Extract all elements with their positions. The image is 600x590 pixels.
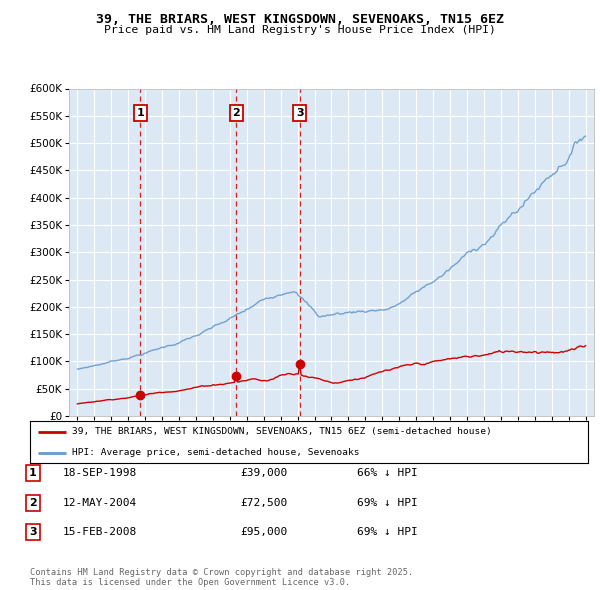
Text: 12-MAY-2004: 12-MAY-2004	[63, 498, 137, 507]
Text: 18-SEP-1998: 18-SEP-1998	[63, 468, 137, 478]
Text: 69% ↓ HPI: 69% ↓ HPI	[357, 527, 418, 537]
Text: 15-FEB-2008: 15-FEB-2008	[63, 527, 137, 537]
Text: Price paid vs. HM Land Registry's House Price Index (HPI): Price paid vs. HM Land Registry's House …	[104, 25, 496, 35]
Text: 3: 3	[296, 108, 304, 118]
Text: 2: 2	[29, 498, 37, 507]
Text: £95,000: £95,000	[240, 527, 287, 537]
Text: 1: 1	[137, 108, 145, 118]
Text: HPI: Average price, semi-detached house, Sevenoaks: HPI: Average price, semi-detached house,…	[72, 448, 359, 457]
Text: 1: 1	[29, 468, 37, 478]
Text: 2: 2	[232, 108, 240, 118]
Text: 66% ↓ HPI: 66% ↓ HPI	[357, 468, 418, 478]
Text: Contains HM Land Registry data © Crown copyright and database right 2025.
This d: Contains HM Land Registry data © Crown c…	[30, 568, 413, 587]
Text: 39, THE BRIARS, WEST KINGSDOWN, SEVENOAKS, TN15 6EZ: 39, THE BRIARS, WEST KINGSDOWN, SEVENOAK…	[96, 13, 504, 26]
Text: 69% ↓ HPI: 69% ↓ HPI	[357, 498, 418, 507]
Text: £39,000: £39,000	[240, 468, 287, 478]
Text: 39, THE BRIARS, WEST KINGSDOWN, SEVENOAKS, TN15 6EZ (semi-detached house): 39, THE BRIARS, WEST KINGSDOWN, SEVENOAK…	[72, 427, 491, 436]
Text: 3: 3	[29, 527, 37, 537]
Text: £72,500: £72,500	[240, 498, 287, 507]
